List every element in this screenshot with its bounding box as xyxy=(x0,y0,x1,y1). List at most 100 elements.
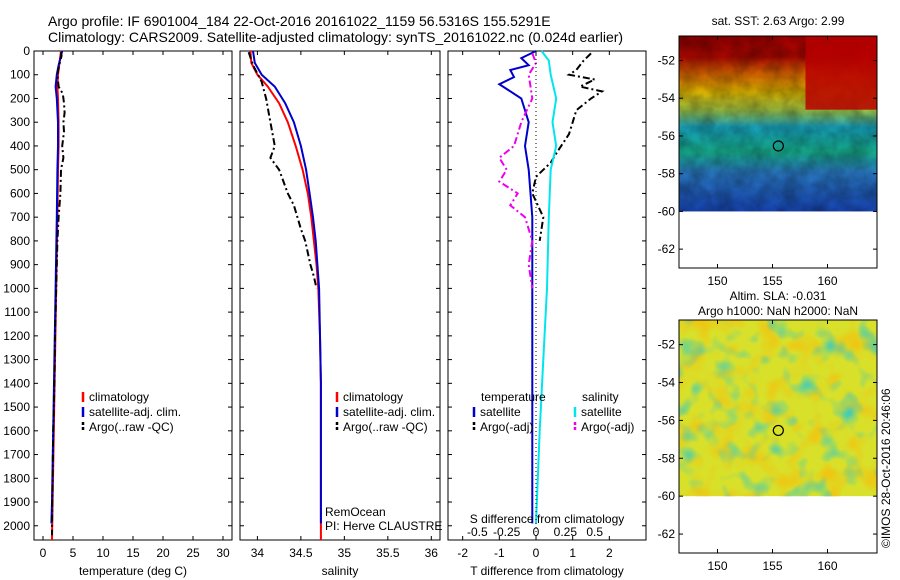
lon-tick-label: 160 xyxy=(817,559,837,573)
depth-tick-label: 200 xyxy=(10,91,30,105)
map-frame xyxy=(678,319,878,554)
depth-tick-label: 0 xyxy=(23,44,30,58)
argo-position-marker xyxy=(772,424,784,437)
panel-temperature: 0100200300400500600700800900100011001200… xyxy=(3,44,233,578)
lat-tick-label: -62 xyxy=(658,527,676,541)
lat-tick-label: -58 xyxy=(658,451,676,465)
panel-frame xyxy=(33,50,233,541)
depth-tick-label: 800 xyxy=(10,234,30,248)
sst-map-title: sat. SST: 2.63 Argo: 2.99 xyxy=(712,14,845,28)
depth-tick-label: 1500 xyxy=(3,400,30,414)
map-frame xyxy=(678,35,878,269)
series-line-argo-raw-qc- xyxy=(247,51,318,289)
depth-tick-label: 2000 xyxy=(3,519,30,533)
series-line-salinity-argo-adj- xyxy=(497,53,538,289)
x-tick-label: 34 xyxy=(251,546,265,560)
lon-tick-label: 160 xyxy=(817,274,837,288)
x-axis-label: T difference from climatology xyxy=(470,564,624,578)
sla-map-title: Altim. SLA: -0.031 xyxy=(730,289,827,303)
x-tick-label: 20 xyxy=(156,546,170,560)
legend-entry: Argo(-adj) xyxy=(581,420,634,434)
legend-entry: satellite xyxy=(480,405,521,419)
legend-entry: climatology xyxy=(89,390,149,404)
imos-credit: ©IMOS 28-Oct-2016 20:46:06 xyxy=(879,388,893,548)
depth-tick-label: 1800 xyxy=(3,471,30,485)
depth-tick-label: 1700 xyxy=(3,448,30,462)
panel-sst-map: -52 -54 -56 -58 -60 -62 150 155 160 sat. SST: 2.6… xyxy=(658,14,878,288)
x-tick-label: 25 xyxy=(186,546,200,560)
lon-tick-label: 150 xyxy=(707,274,727,288)
lat-tick-label: -58 xyxy=(658,167,676,181)
top-tick-label: 0.5 xyxy=(586,525,603,539)
lon-tick-label: 155 xyxy=(762,559,782,573)
x-tick-label: 0 xyxy=(533,546,540,560)
lat-tick-label: -60 xyxy=(658,489,676,503)
sla-low-blobs xyxy=(679,320,877,497)
depth-tick-label: 600 xyxy=(10,186,30,200)
series-line-temperature-argo-adj- xyxy=(531,52,605,242)
x-tick-label: 15 xyxy=(126,546,140,560)
x-tick-label: 5 xyxy=(70,546,77,560)
legend-entry: Argo(..raw -QC) xyxy=(89,420,174,434)
depth-tick-label: 100 xyxy=(10,68,30,82)
x-tick-label: -2 xyxy=(457,546,468,560)
series-line-satellite-adj-clim- xyxy=(252,50,322,524)
x-tick-label: 34.5 xyxy=(289,546,313,560)
x-axis-label: salinity xyxy=(322,564,359,578)
lat-tick-label: -52 xyxy=(658,54,676,68)
x-tick-label: 35 xyxy=(338,546,352,560)
depth-tick-label: 1100 xyxy=(4,305,30,319)
x-tick-label: 30 xyxy=(216,546,230,560)
depth-tick-label: 900 xyxy=(10,258,30,272)
x-axis-label: temperature (deg C) xyxy=(79,564,187,578)
figure-title-line1: Argo profile: IF 6901004_184 22-Oct-2016… xyxy=(48,13,551,29)
series-line-climatology xyxy=(249,50,322,540)
top-tick-label: -0.5 xyxy=(467,525,488,539)
depth-tick-label: 500 xyxy=(10,163,30,177)
series-line-salinity-satellite xyxy=(535,50,558,524)
depth-tick-label: 1900 xyxy=(3,495,30,509)
float-project: RemOcean xyxy=(325,505,386,519)
panel-frame xyxy=(447,50,647,541)
legend-entry: climatology xyxy=(343,390,403,404)
depth-tick-label: 1000 xyxy=(3,281,30,295)
legend-entry: satellite-adj. clim. xyxy=(89,405,181,419)
series-line-temperature-satellite xyxy=(497,50,537,524)
panel-difference: -2 -1 0 1 2 T difference from climatology -0.5… xyxy=(447,50,647,578)
depth-tick-label: 700 xyxy=(10,210,30,224)
lon-tick-label: 150 xyxy=(707,559,727,573)
legend-entry: satellite-adj. clim. xyxy=(343,405,435,419)
x-tick-label: 0 xyxy=(40,546,47,560)
lon-tick-label: 155 xyxy=(762,274,782,288)
depth-tick-label: 1300 xyxy=(3,353,30,367)
x-tick-label: 2 xyxy=(606,546,613,560)
lat-tick-label: -56 xyxy=(658,129,676,143)
depth-tick-label: 400 xyxy=(10,139,30,153)
legend-header-salinity: salinity xyxy=(582,390,619,404)
depth-tick-label: 1200 xyxy=(3,329,30,343)
lat-tick-label: -54 xyxy=(658,91,676,105)
lat-tick-label: -60 xyxy=(658,204,676,218)
sst-warm-region xyxy=(805,36,877,110)
x-tick-label: 1 xyxy=(569,546,576,560)
lat-tick-label: -62 xyxy=(658,242,676,256)
legend-entry: Argo(-adj) xyxy=(480,420,533,434)
depth-tick-label: 1600 xyxy=(3,424,30,438)
lat-tick-label: -52 xyxy=(658,338,676,352)
float-pi: PI: Herve CLAUSTRE xyxy=(325,519,442,533)
depth-tick-label: 300 xyxy=(10,115,30,129)
x-tick-label: 36 xyxy=(425,546,439,560)
panel-sla-map: -52 -54 -56 -58 -60 -62 150 155 160 Altim. SLA: -… xyxy=(658,289,878,573)
series-line-argo-raw-qc- xyxy=(51,52,66,536)
top-tick-label: 0.25 xyxy=(554,525,578,539)
top-axis-label: S difference from climatology xyxy=(470,512,625,526)
depth-tick-label: 1400 xyxy=(3,376,30,390)
top-tick-label: -0.25 xyxy=(493,525,521,539)
x-tick-label: -1 xyxy=(494,546,505,560)
legend-entry: satellite xyxy=(581,405,622,419)
panel-salinity: 34 34.5 35 35.5 36 salinity climatologysatelli… xyxy=(239,50,442,578)
argo-position-marker xyxy=(772,140,784,152)
lat-tick-label: -54 xyxy=(658,376,676,390)
lat-tick-label: -56 xyxy=(658,413,676,427)
